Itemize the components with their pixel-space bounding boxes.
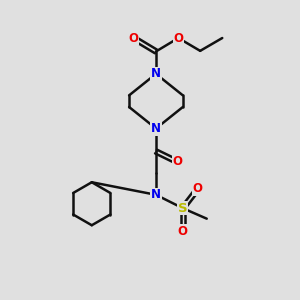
Text: O: O — [193, 182, 203, 195]
Text: O: O — [173, 32, 183, 44]
Text: O: O — [172, 155, 182, 168]
Text: N: N — [151, 122, 161, 135]
Text: S: S — [178, 202, 188, 215]
Text: N: N — [151, 188, 161, 201]
Text: N: N — [151, 68, 161, 80]
Text: O: O — [129, 32, 139, 44]
Text: O: O — [178, 225, 188, 238]
